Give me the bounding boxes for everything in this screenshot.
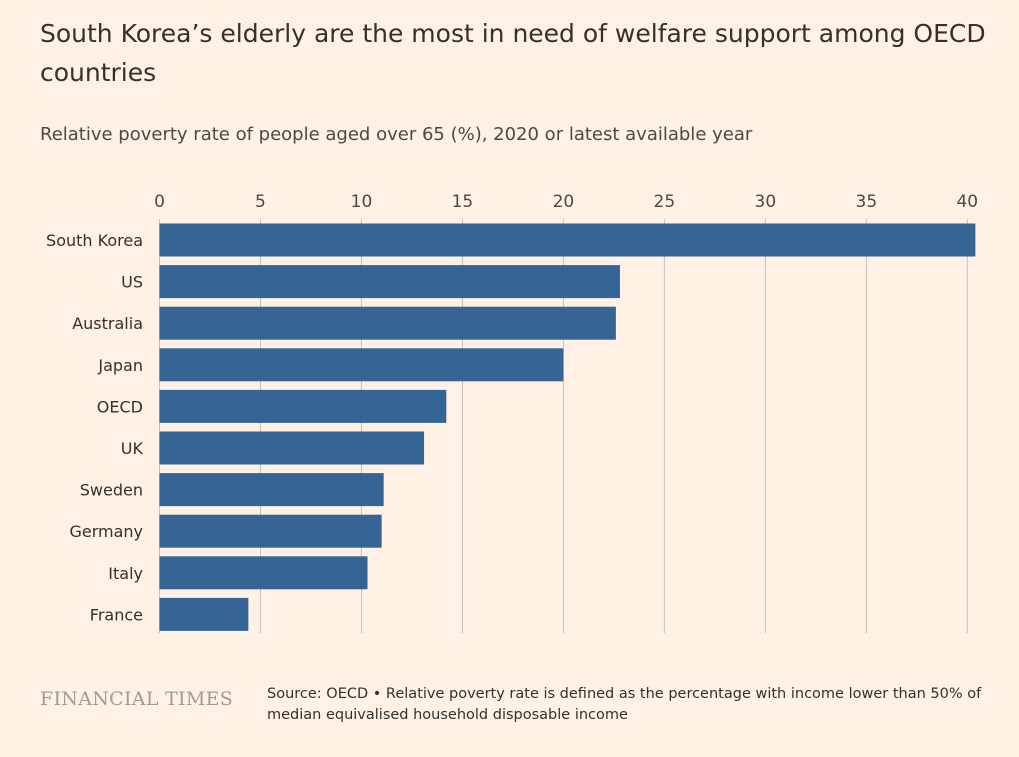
x-tick-label: 20 bbox=[553, 192, 575, 212]
bar-south-korea bbox=[159, 223, 976, 257]
x-tick-label: 5 bbox=[255, 192, 266, 212]
chart-subtitle: Relative poverty rate of people aged ove… bbox=[40, 124, 753, 145]
bars bbox=[159, 223, 976, 631]
category-label: Japan bbox=[97, 356, 143, 375]
bar-uk bbox=[159, 431, 425, 465]
x-tick-label: 40 bbox=[956, 192, 978, 212]
category-label: South Korea bbox=[46, 231, 143, 250]
x-tick-label: 30 bbox=[755, 192, 777, 212]
category-labels: South Korea US Australia Japan OECD UK Sweden G… bbox=[46, 231, 143, 624]
chart-title: South Korea’s elderly are the most in ne… bbox=[40, 19, 986, 87]
bar-france bbox=[159, 597, 249, 631]
category-label: Italy bbox=[108, 564, 143, 583]
x-tick-labels: 0 5 10 15 20 25 30 35 40 bbox=[154, 192, 978, 212]
x-tick-label: 25 bbox=[654, 192, 676, 212]
category-label: US bbox=[121, 273, 143, 292]
ft-logo: FINANCIAL TIMES bbox=[40, 688, 234, 710]
category-label: UK bbox=[121, 439, 144, 458]
category-label: France bbox=[90, 605, 143, 624]
bar-australia bbox=[159, 306, 616, 340]
category-label: Sweden bbox=[80, 481, 143, 500]
bar-germany bbox=[159, 514, 382, 548]
category-label: Germany bbox=[69, 522, 143, 541]
bar-italy bbox=[159, 556, 368, 590]
bar-sweden bbox=[159, 473, 384, 507]
bar-chart: 0 5 10 15 20 25 30 35 40 South Korea US Australia J… bbox=[46, 192, 978, 633]
bar-oecd bbox=[159, 389, 447, 423]
bar-us bbox=[159, 265, 620, 299]
x-tick-label: 0 bbox=[154, 192, 165, 212]
x-tick-label: 10 bbox=[351, 192, 373, 212]
category-label: Australia bbox=[72, 314, 143, 333]
x-tick-label: 15 bbox=[452, 192, 474, 212]
x-tick-label: 35 bbox=[856, 192, 878, 212]
bar-japan bbox=[159, 348, 564, 382]
category-label: OECD bbox=[97, 397, 143, 416]
source-note: Source: OECD • Relative poverty rate is … bbox=[267, 686, 982, 723]
